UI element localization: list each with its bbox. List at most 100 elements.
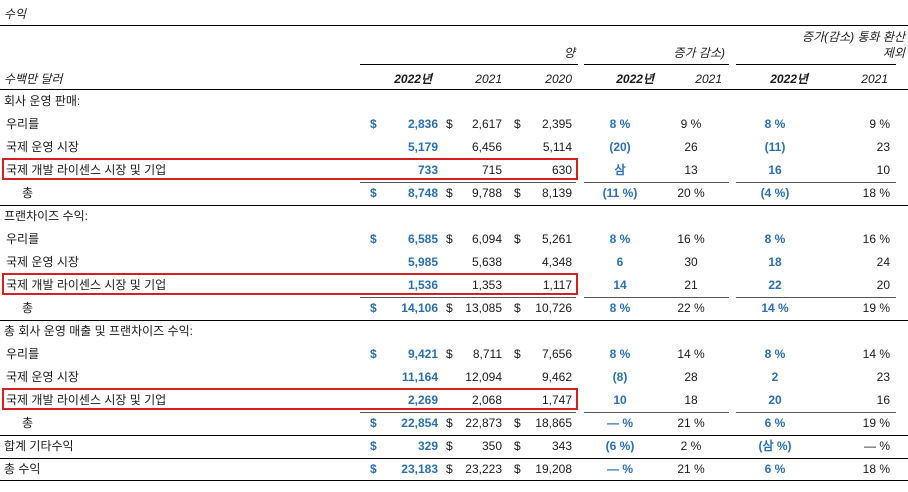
cell-f2021: 9 %: [869, 117, 890, 131]
cell-d1: $: [370, 232, 377, 246]
total-label: 총: [22, 186, 34, 200]
cell-v2021: 1,353: [471, 278, 502, 292]
cell-c2022: 14: [613, 278, 627, 292]
cell-c2022: (20): [609, 140, 631, 154]
cell-f2021: 23: [876, 370, 890, 384]
cell-v2021: 23,223: [465, 462, 502, 476]
col-amount-2020: 2020: [545, 72, 572, 86]
cell-v2020: 19,208: [535, 462, 572, 476]
cell-d2: $: [446, 186, 453, 200]
cell-v2022: 5,985: [407, 255, 438, 269]
cell-c2022: — %: [606, 416, 633, 430]
cell-f2021: 19 %: [862, 301, 890, 315]
cell-f2022: 8 %: [764, 232, 786, 246]
cell-f2022: 18: [768, 255, 782, 269]
cell-v2021: 22,873: [465, 416, 502, 430]
change-group-rule: [584, 64, 729, 65]
cell-v2020: 630: [551, 163, 572, 177]
cell-v2020: 1,747: [541, 393, 572, 407]
cell-v2022: 329: [417, 439, 438, 453]
cell-v2020: 10,726: [535, 301, 572, 315]
cell-v2020: 343: [551, 439, 572, 453]
cell-c2021: 9 %: [680, 117, 702, 131]
cell-d3: $: [514, 232, 521, 246]
cell-d3: $: [514, 117, 521, 131]
subtotal-rule: [584, 412, 729, 413]
cell-d2: $: [446, 439, 453, 453]
section-divider: [0, 435, 908, 436]
cell-f2022: 6 %: [764, 462, 786, 476]
cell-c2021: 16 %: [677, 232, 705, 246]
highlight-box: [2, 273, 578, 295]
cell-f2021: 20: [876, 278, 890, 292]
cell-v2021: 8,711: [472, 347, 502, 361]
cell-v2022: 9,421: [407, 347, 438, 361]
cell-c2022: (6 %): [605, 439, 635, 453]
cell-c2021: 21: [684, 278, 698, 292]
cell-f2022: (4 %): [760, 186, 790, 200]
cell-v2020: 8,139: [541, 186, 572, 200]
cell-d3: $: [514, 439, 521, 453]
highlight-box: [2, 388, 578, 410]
cell-f2022: (11): [764, 140, 786, 154]
cell-f2022: 8 %: [764, 117, 786, 131]
cell-v2020: 9,462: [541, 370, 572, 384]
cell-f2021: 18 %: [862, 462, 890, 476]
cell-c2022: (11 %): [602, 186, 638, 200]
cell-d3: $: [514, 416, 521, 430]
other-divider: [0, 458, 908, 459]
cell-f2022: 14 %: [761, 301, 789, 315]
cell-v2022: 22,854: [401, 416, 438, 430]
cell-v2021: 9,788: [471, 186, 502, 200]
subtotal-rule: [736, 412, 896, 413]
col-fx-2021: 2021: [861, 72, 888, 86]
cell-v2022: 6,585: [407, 232, 438, 246]
cell-v2020: 18,865: [535, 416, 572, 430]
cell-c2022: (8): [612, 370, 628, 384]
fx-group-header-line2: 제외: [882, 46, 905, 60]
cell-v2020: 7,656: [541, 347, 572, 361]
cell-f2021: — %: [863, 439, 890, 453]
cell-c2022: 8 %: [609, 117, 631, 131]
subtotal-rule: [584, 297, 729, 298]
cell-v2021: 6,094: [471, 232, 502, 246]
cell-d1: $: [370, 186, 377, 200]
cell-c2022: 8 %: [609, 232, 631, 246]
cell-d1: $: [370, 462, 377, 476]
amount-group-header: 양: [563, 46, 575, 60]
cell-d2: $: [446, 416, 453, 430]
total-label: 총: [22, 301, 34, 315]
highlight-box: [2, 158, 578, 180]
col-change-2022: 2022년: [616, 72, 654, 86]
cell-d2: $: [446, 462, 453, 476]
cell-v2020: 4,348: [541, 255, 572, 269]
cell-f2021: 14 %: [862, 347, 890, 361]
row-label: 우리를: [6, 232, 40, 246]
cell-v2022: 11,164: [401, 370, 438, 384]
cell-d1: $: [370, 117, 377, 131]
row-label: 우리를: [6, 347, 40, 361]
col-change-2021: 2021: [695, 72, 722, 86]
subtotal-rule: [736, 182, 896, 183]
section-heading: 회사 운영 판매:: [4, 94, 81, 108]
cell-c2022: 8 %: [609, 347, 631, 361]
cell-v2022: 2,836: [407, 117, 438, 131]
cell-d3: $: [514, 462, 521, 476]
row-label: 우리를: [6, 117, 40, 131]
cell-v2020: 1,117: [542, 278, 572, 292]
section-heading: 프랜차이즈 수익:: [4, 209, 88, 223]
cell-v2022: 5,179: [407, 140, 438, 154]
page-title: 수익: [4, 7, 27, 21]
row-label: 국제 운영 시장: [6, 370, 79, 384]
cell-d3: $: [514, 301, 521, 315]
cell-v2022: 8,748: [407, 186, 438, 200]
cell-v2021: 5,638: [471, 255, 502, 269]
section-heading: 총 회사 운영 매출 및 프랜차이즈 수익:: [4, 324, 193, 338]
cell-v2021: 2,068: [471, 393, 502, 407]
cell-d1: $: [370, 301, 377, 315]
cell-c2021: 2 %: [680, 439, 702, 453]
cell-c2021: 21 %: [677, 462, 705, 476]
amount-group-rule: [360, 64, 578, 65]
cell-v2022: 733: [417, 163, 438, 177]
subtotal-rule: [360, 182, 576, 183]
